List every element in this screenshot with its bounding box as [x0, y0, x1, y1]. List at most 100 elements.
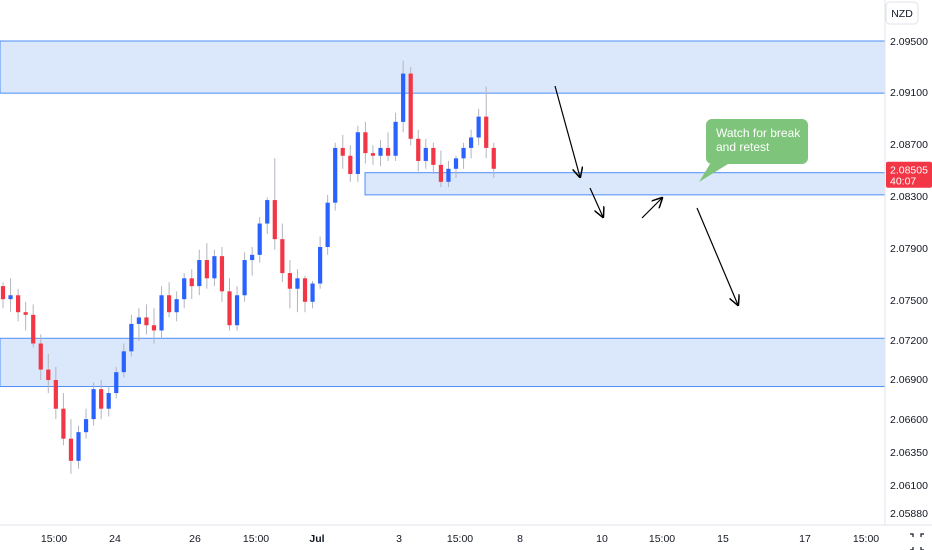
candle-body[interactable] [129, 323, 134, 352]
support-zone[interactable] [0, 337, 886, 388]
corner-area [900, 529, 932, 550]
candle-body[interactable] [0, 286, 6, 300]
candle-body[interactable] [295, 278, 300, 289]
candle-body[interactable] [227, 291, 232, 326]
currency-label: NZD [891, 8, 913, 20]
candle-body[interactable] [31, 314, 36, 344]
y-tick-label: 2.06100 [890, 480, 928, 492]
candle-body[interactable] [423, 147, 428, 161]
y-tick-label: 2.05880 [890, 508, 928, 520]
candle-body[interactable] [250, 254, 255, 261]
candle-body[interactable] [491, 147, 496, 169]
candle-body[interactable] [265, 200, 270, 224]
candle-body[interactable] [370, 153, 376, 156]
annotation-text: Watch for break [716, 126, 801, 140]
candle-body[interactable] [401, 73, 406, 122]
y-tick-label: 2.09100 [890, 87, 928, 99]
candle-body[interactable] [355, 132, 360, 174]
candle-body[interactable] [144, 317, 149, 326]
x-tick-label: 10 [596, 533, 608, 545]
candle-body[interactable] [363, 132, 368, 154]
candle-body[interactable] [378, 147, 383, 156]
x-tick-label: 17 [799, 533, 811, 545]
candle-body[interactable] [310, 283, 315, 302]
x-tick-label: 15:00 [447, 533, 473, 545]
candle-body[interactable] [333, 147, 338, 203]
x-tick-label: 15:00 [853, 533, 879, 545]
trend-arrow [589, 187, 603, 217]
resistance-zone[interactable] [0, 40, 886, 94]
x-tick-label: 15:00 [41, 533, 67, 545]
countdown-text: 40:07 [890, 176, 916, 188]
candle-body[interactable] [446, 168, 451, 182]
annotation-callout[interactable] [699, 119, 808, 182]
candle-body[interactable] [83, 419, 89, 433]
x-tick-label: 24 [109, 533, 121, 545]
candle-body[interactable] [16, 295, 21, 313]
y-tick-label: 2.08300 [890, 191, 928, 203]
candle-body[interactable] [438, 164, 443, 182]
candle-body[interactable] [204, 260, 209, 279]
trend-arrow [696, 207, 738, 305]
candle-body[interactable] [38, 343, 43, 370]
x-tick-label: Jul [309, 533, 324, 545]
y-tick-label: 2.08700 [890, 139, 928, 151]
candle-body[interactable] [484, 116, 489, 148]
currency-button[interactable] [885, 1, 919, 25]
candle-body[interactable] [416, 138, 421, 161]
candle-body[interactable] [318, 247, 323, 284]
x-tick-label: 15 [717, 533, 729, 545]
candle-body[interactable] [174, 299, 179, 313]
candle-body[interactable] [348, 155, 353, 174]
candle-body[interactable] [121, 351, 126, 373]
candle-body[interactable] [212, 256, 217, 279]
candle-body[interactable] [8, 295, 13, 300]
candle-body[interactable] [280, 239, 285, 274]
candle-body[interactable] [159, 295, 164, 331]
candle-body[interactable] [234, 295, 240, 326]
candle-body[interactable] [242, 260, 247, 296]
annotation-text: and retest [716, 140, 770, 154]
candle-body[interactable] [23, 312, 28, 315]
candle-body[interactable] [431, 147, 436, 165]
candle-body[interactable] [136, 317, 141, 324]
candle-body[interactable] [219, 256, 225, 292]
candle-body[interactable] [476, 116, 481, 138]
candle-body[interactable] [257, 223, 262, 255]
candle-body[interactable] [302, 278, 308, 302]
candle-body[interactable] [189, 278, 194, 287]
y-tick-label: 2.07500 [890, 295, 928, 307]
candle-body[interactable] [469, 137, 474, 148]
candle-body[interactable] [91, 389, 96, 420]
candle-body[interactable] [76, 432, 81, 461]
candle-body[interactable] [106, 393, 111, 409]
current-price-badge [886, 161, 932, 188]
candle-body[interactable] [68, 438, 74, 461]
candle-body[interactable] [99, 389, 104, 409]
candle-body[interactable] [46, 369, 51, 381]
candle-body[interactable] [114, 372, 119, 394]
candle-body[interactable] [151, 325, 157, 331]
candle-body[interactable] [182, 278, 187, 300]
x-tick-label: 26 [189, 533, 201, 545]
y-tick-label: 2.06600 [890, 414, 928, 426]
candle-body[interactable] [325, 202, 330, 248]
candle-body[interactable] [53, 380, 58, 409]
candle-body[interactable] [340, 147, 345, 156]
candle-body[interactable] [61, 408, 66, 439]
candle-body[interactable] [408, 73, 413, 139]
candle-body[interactable] [461, 147, 466, 159]
candle-body[interactable] [453, 158, 459, 169]
fullscreen-icon[interactable] [910, 533, 924, 550]
candle-body[interactable] [167, 295, 172, 313]
candle-body[interactable] [287, 273, 292, 289]
x-tick-label: 15:00 [243, 533, 269, 545]
candle-body[interactable] [197, 260, 202, 287]
candle-body[interactable] [393, 121, 398, 156]
trend-arrow [641, 198, 662, 219]
x-tick-label: 3 [396, 533, 402, 545]
candle-body[interactable] [385, 147, 391, 156]
x-tick-label: 15:00 [649, 533, 675, 545]
candle-body[interactable] [272, 200, 277, 240]
